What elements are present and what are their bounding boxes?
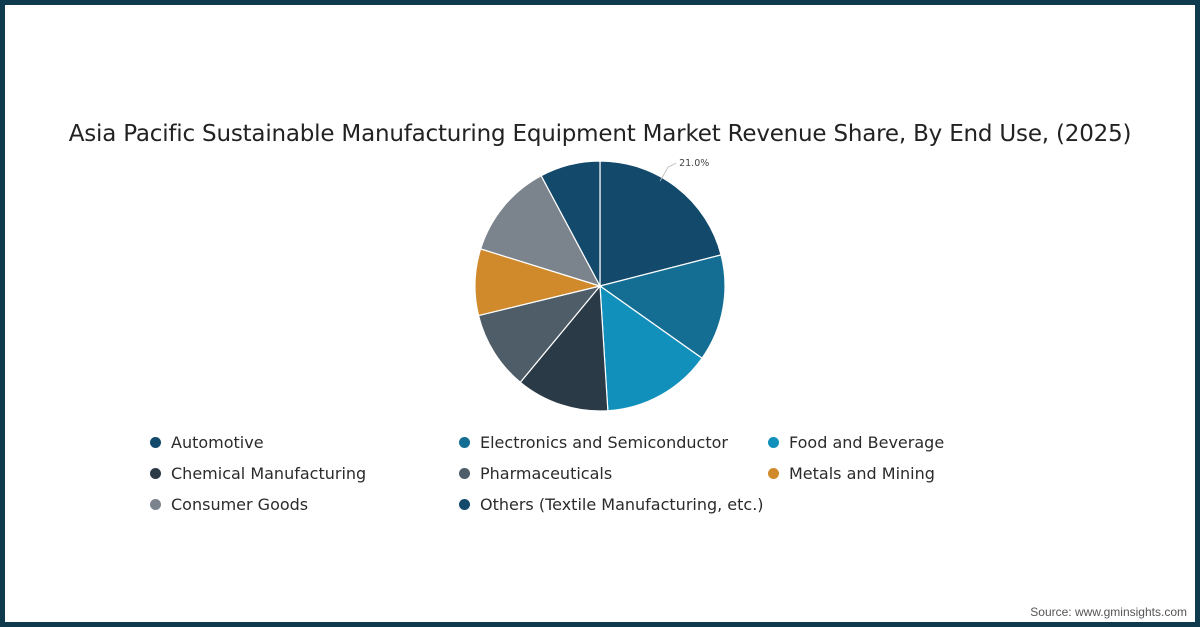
legend-item-metals-and-mining[interactable]: Metals and Mining <box>768 458 1028 489</box>
legend-dot-icon <box>150 468 161 479</box>
legend-item-others[interactable]: Others (Textile Manufacturing, etc.) <box>459 489 768 520</box>
legend-item-pharmaceuticals[interactable]: Pharmaceuticals <box>459 458 768 489</box>
legend-dot-icon <box>459 499 470 510</box>
pie-slice-chemical-manufacturing[interactable] <box>519 284 609 412</box>
legend-label: Pharmaceuticals <box>480 464 613 483</box>
legend-label: Electronics and Semiconductor <box>480 433 728 452</box>
legend-label: Consumer Goods <box>171 495 309 514</box>
chart-title: Asia Pacific Sustainable Manufacturing E… <box>68 121 1132 147</box>
legend-dot-icon <box>768 468 779 479</box>
pie-chart: 21.0% <box>5 5 1195 622</box>
source-credit: Source: www.gminsights.com <box>1030 605 1187 619</box>
legend-item-automotive[interactable]: Automotive <box>150 427 459 458</box>
legend-dot-icon <box>768 437 779 448</box>
pie-slice-consumer-goods[interactable] <box>479 174 602 288</box>
legend-item-chemical-manufacturing[interactable]: Chemical Manufacturing <box>150 458 459 489</box>
legend-dot-icon <box>459 468 470 479</box>
chart-legend: Automotive Electronics and Semiconductor… <box>150 427 1050 520</box>
pie-slice-automotive[interactable] <box>599 160 722 287</box>
data-label: 21.0% <box>679 158 709 169</box>
pie-slice-electronics-and-semiconductor[interactable] <box>598 254 726 360</box>
pie-slice-food-and-beverage[interactable] <box>599 284 703 412</box>
legend-label: Chemical Manufacturing <box>171 464 367 483</box>
pie-chart-svg: 21.0% <box>474 158 726 412</box>
legend-dot-icon <box>150 437 161 448</box>
legend-item-consumer-goods[interactable]: Consumer Goods <box>150 489 459 520</box>
legend-label: Others (Textile Manufacturing, etc.) <box>480 495 764 514</box>
legend-dot-icon <box>459 437 470 448</box>
legend-label: Food and Beverage <box>789 433 945 452</box>
data-label-leader-line <box>659 162 677 182</box>
legend-item-electronics-and-semiconductor[interactable]: Electronics and Semiconductor <box>459 427 768 458</box>
legend-label: Automotive <box>171 433 264 452</box>
legend-item-food-and-beverage[interactable]: Food and Beverage <box>768 427 1028 458</box>
pie-slice-others-textile-manufacturing-etc[interactable] <box>540 160 601 287</box>
pie-slice-pharmaceuticals[interactable] <box>477 284 602 384</box>
legend-label: Metals and Mining <box>789 464 935 483</box>
legend-dot-icon <box>150 499 161 510</box>
